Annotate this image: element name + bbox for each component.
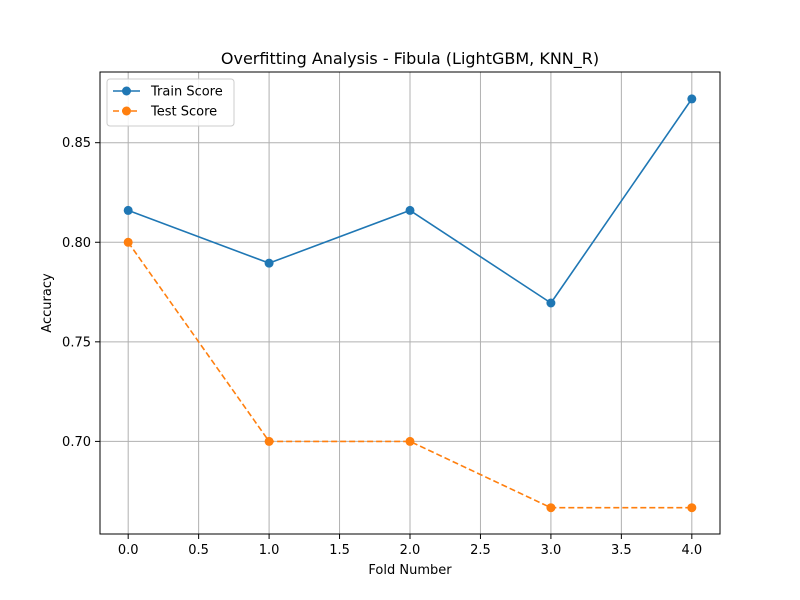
x-tick-label: 1.0	[259, 543, 280, 558]
grid-lines	[100, 72, 720, 534]
train-score-point	[687, 94, 697, 104]
x-tick-label: 3.5	[611, 543, 632, 558]
legend: Train Score Test Score	[106, 78, 235, 127]
y-tick-label: 0.75	[62, 335, 91, 350]
y-tick-label: 0.85	[62, 136, 91, 151]
legend-train-marker-icon	[122, 86, 131, 96]
x-tick-label: 0.5	[188, 543, 209, 558]
test-score-point	[687, 503, 697, 513]
x-tick-label: 1.5	[329, 543, 350, 558]
legend-test-label: Test Score	[150, 105, 217, 120]
series-layer	[123, 94, 697, 513]
chart-title: Overfitting Analysis - Fibula (LightGBM,…	[221, 49, 599, 69]
train-score-point	[264, 258, 274, 268]
x-tick-label: 3.0	[541, 543, 562, 558]
train-score-point	[123, 205, 133, 215]
test-score-point	[264, 436, 274, 446]
legend-train-label: Train Score	[150, 85, 223, 100]
test-score-point	[123, 237, 133, 247]
train-score-point	[546, 298, 556, 308]
legend-test-marker-icon	[122, 106, 131, 116]
x-tick-label: 2.5	[470, 543, 491, 558]
test-score-point	[405, 436, 415, 446]
test-score-line	[127, 241, 692, 509]
x-tick-label: 2.0	[400, 543, 421, 558]
y-tick-label: 0.70	[62, 435, 91, 450]
axis-ticks: 0.0 0.5 1.0 1.5 2.0 2.5 3.0 3.5 4.0 0.70 0.75 0.80 0…	[62, 136, 702, 558]
x-axis-label: Fold Number	[368, 563, 452, 578]
x-tick-label: 0.0	[118, 543, 139, 558]
y-tick-label: 0.80	[62, 236, 91, 251]
x-tick-label: 4.0	[681, 543, 702, 558]
train-score-point	[405, 205, 415, 215]
y-axis-label: Accuracy	[40, 273, 55, 333]
test-score-point	[546, 503, 556, 513]
